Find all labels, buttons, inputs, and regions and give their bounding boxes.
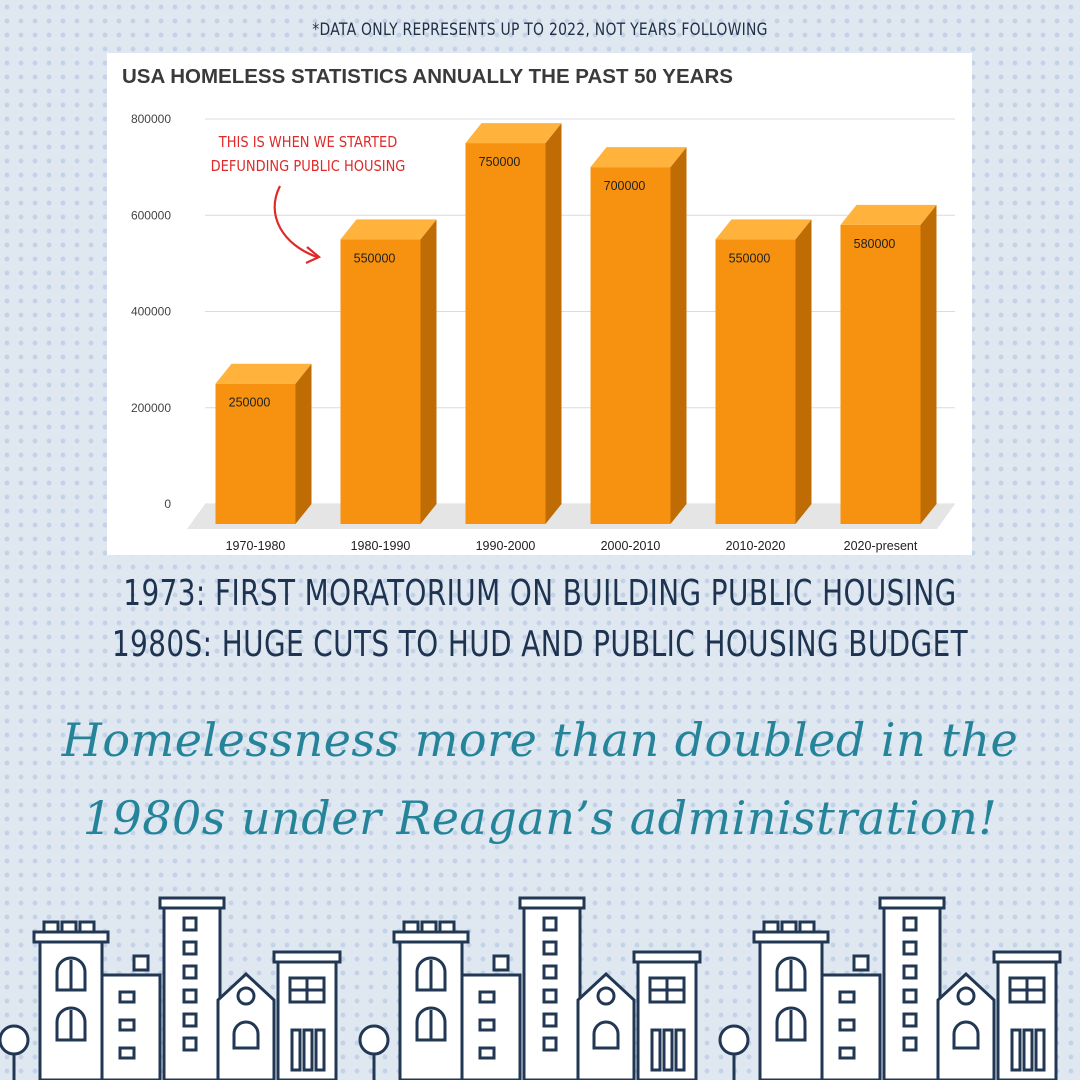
x-tick-label: 2010-2020: [726, 539, 786, 553]
bar-front: [590, 167, 671, 524]
bar-side: [295, 363, 312, 524]
annotation-arrowhead-icon: [305, 246, 322, 264]
x-tick-label: 1980-1990: [351, 539, 411, 553]
x-tick-label: 1970-1980: [226, 539, 286, 553]
building-group-1: [0, 896, 342, 1080]
homeless-bar-chart: USA HOMELESS STATISTICS ANNUALLY THE PAS…: [122, 65, 955, 553]
data-disclaimer-note: *DATA ONLY REPRESENTS UP TO 2022, NOT YE…: [312, 20, 768, 40]
fact-1973-moratorium: 1973: FIRST MORATORIUM ON BUILDING PUBLI…: [123, 573, 957, 614]
chart-title: USA HOMELESS STATISTICS ANNUALLY THE PAS…: [122, 65, 733, 88]
building-group-2: [358, 896, 702, 1080]
bar-front: [340, 239, 421, 524]
bar-top: [715, 219, 812, 240]
bar-data-label: 250000: [229, 396, 271, 410]
bar-front: [715, 239, 796, 524]
bar-data-label: 700000: [604, 179, 646, 193]
bar-top: [465, 123, 562, 144]
x-tick-label: 2000-2010: [601, 539, 661, 553]
bar-data-label: 580000: [854, 237, 896, 251]
bar-front: [215, 383, 296, 524]
bar-side: [920, 204, 937, 524]
bar-data-label: 550000: [729, 251, 771, 265]
fact-1980s-cuts: 1980S: HUGE CUTS TO HUD AND PUBLIC HOUSI…: [111, 624, 969, 665]
bar-top: [840, 204, 937, 225]
x-tick-label: 2020-present: [844, 539, 918, 553]
bar-top: [590, 147, 687, 168]
bar-front: [840, 224, 921, 524]
building-group-3: [718, 896, 1062, 1080]
bar-side: [545, 123, 562, 524]
bar-side: [420, 219, 437, 524]
city-skyline-illustration: [0, 896, 1062, 1080]
bar-data-label: 750000: [479, 155, 521, 169]
headline-line-1: Homelessness more than doubled in the: [61, 713, 1019, 767]
y-tick-label: 0: [164, 497, 171, 511]
annotation-line-1: THIS IS WHEN WE STARTED: [218, 134, 397, 151]
y-tick-label: 400000: [131, 305, 171, 319]
y-tick-label: 800000: [131, 112, 171, 126]
y-tick-label: 200000: [131, 401, 171, 415]
bar-data-label: 550000: [354, 251, 396, 265]
bar-top: [215, 363, 312, 384]
bar-front: [465, 143, 546, 524]
x-tick-label: 1990-2000: [476, 539, 536, 553]
annotation-arrow-icon: [273, 185, 318, 259]
headline-line-2: 1980s under Reagan’s administration!: [82, 791, 998, 845]
y-tick-label: 600000: [131, 208, 171, 222]
bar-top: [340, 219, 437, 240]
bar-side: [795, 219, 812, 524]
bar-side: [670, 147, 687, 524]
chart-card: USA HOMELESS STATISTICS ANNUALLY THE PAS…: [107, 53, 972, 555]
annotation-line-2: DEFUNDING PUBLIC HOUSING: [211, 158, 406, 175]
